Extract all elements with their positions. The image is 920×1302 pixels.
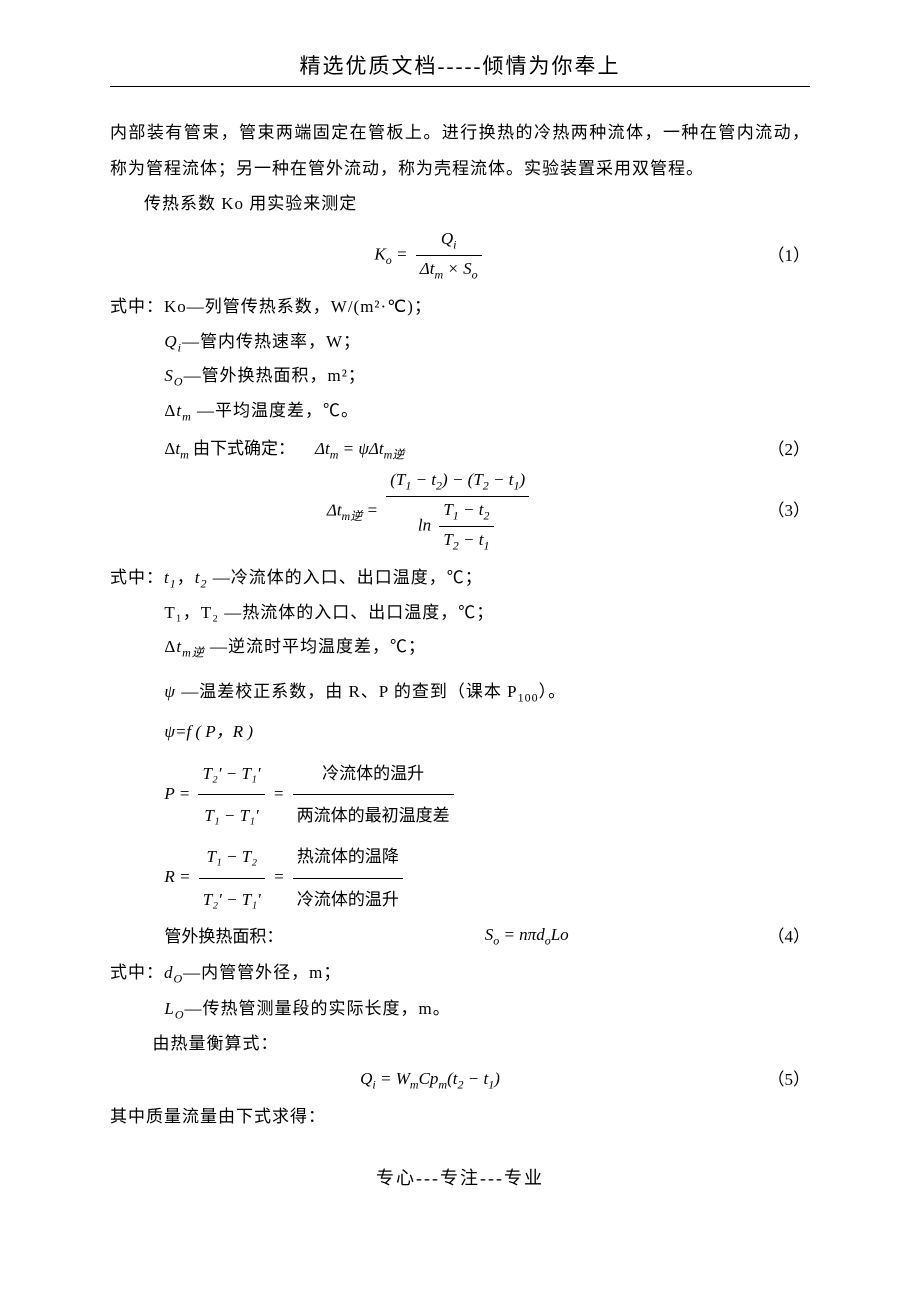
page-header: 精选优质文档-----倾情为你奉上 bbox=[110, 50, 810, 80]
def-dtmn-sub: m逆 bbox=[182, 646, 205, 660]
def-dtm-text: —平均温度差，℃。 bbox=[192, 401, 359, 420]
def-dtm-sub: m bbox=[182, 409, 192, 423]
def-t1t2: 式中：t1，t2 —冷流体的入口、出口温度，℃； bbox=[110, 560, 810, 597]
p-cn-num: 冷流体的温升 bbox=[293, 755, 454, 795]
def-so-sub: O bbox=[174, 375, 184, 389]
equation-3-body: Δtm逆 = (T1 − t2) − (T2 − t1) ln T1 − t2 … bbox=[110, 469, 750, 554]
p-cn-den: 两流体的最初温度差 bbox=[293, 795, 454, 834]
r-cn-den: 冷流体的温升 bbox=[293, 879, 403, 918]
def3-b: d bbox=[164, 963, 174, 982]
def3-a: 式中： bbox=[110, 963, 164, 982]
heat-balance-label: 由热量衡算式： bbox=[110, 1026, 810, 1062]
mass-flow-label: 其中质量流量由下式求得： bbox=[110, 1099, 810, 1135]
def-dtm: Δtm —平均温度差，℃。 bbox=[110, 394, 810, 428]
def-qi-sym: Q bbox=[164, 332, 177, 351]
def-ko: 式中：Ko—列管传热系数，W/(m²·℃)； bbox=[110, 289, 810, 325]
def3-c: O bbox=[174, 972, 184, 986]
equation-1: Ko = Qi Δtm × So （1） bbox=[110, 228, 810, 283]
equation-4-label: 管外换热面积： bbox=[110, 926, 303, 948]
header-rule bbox=[110, 86, 810, 87]
r-den: T₂′ − T₁′ bbox=[199, 879, 265, 918]
eq5-c: Cp bbox=[419, 1069, 439, 1088]
eq5-d: (t bbox=[447, 1069, 457, 1088]
def2-d: ， bbox=[177, 568, 195, 587]
equation-2: Δtm 由下式确定： Δt m = ψΔtm逆 （2） bbox=[110, 438, 810, 463]
eq5-s2: m bbox=[410, 1077, 419, 1091]
eq2-txt: 由下式确定： bbox=[189, 439, 295, 458]
equation-3-number: （3） bbox=[750, 500, 810, 522]
equation-2-number: （2） bbox=[750, 439, 810, 461]
def-so-sym: S bbox=[164, 366, 174, 385]
equation-1-number: （1） bbox=[750, 245, 810, 267]
eq2-body-sub2: m逆 bbox=[384, 447, 405, 461]
r-cn-num: 热流体的温降 bbox=[293, 838, 403, 878]
eq2-eq: = ψΔt bbox=[338, 439, 383, 458]
eq4-b2: = nπd bbox=[499, 925, 545, 944]
equation-4-number: （4） bbox=[750, 926, 810, 948]
equation-5-number: （5） bbox=[750, 1069, 810, 1091]
equation-5-body: Qi = WmCpm(t2 − t1) bbox=[110, 1068, 750, 1093]
def3-d: —内管管外径，m； bbox=[183, 963, 341, 982]
r-num: T₁ − T₂ bbox=[199, 838, 265, 878]
eq2-body-a: Δt bbox=[315, 439, 330, 458]
def-so: SO—管外换热面积，m²； bbox=[110, 359, 810, 393]
p-eq2: = bbox=[273, 783, 289, 802]
def-dtmn: Δtm逆 —逆流时平均温度差，℃； bbox=[110, 630, 810, 664]
paragraph-2: 传热系数 Ko 用实验来测定 bbox=[110, 186, 810, 222]
eq5-s3: m bbox=[438, 1077, 447, 1091]
def-dtmn-text: —逆流时平均温度差，℃； bbox=[205, 637, 426, 656]
def-lo-b: O bbox=[175, 1007, 185, 1021]
def-lo-a: L bbox=[164, 999, 174, 1018]
page-footer: 专心---专注---专业 bbox=[110, 1164, 810, 1190]
r-eq2: = bbox=[273, 867, 289, 886]
def-lo-text: —传热管测量段的实际长度，m。 bbox=[185, 999, 451, 1018]
equation-1-body: Ko = Qi Δtm × So bbox=[110, 228, 750, 283]
equation-2-body: Δtm = ψΔtm逆 bbox=[315, 438, 750, 463]
def2-a: 式中： bbox=[110, 568, 164, 587]
def-so-text: —管外换热面积，m²； bbox=[184, 366, 366, 385]
def2-c: 1 bbox=[170, 576, 177, 590]
def-dtmn-d: Δ bbox=[164, 637, 176, 656]
eq2-sub: m bbox=[180, 447, 189, 461]
p-equation: P = T₂′ − T₁′T₁ − T₁′ = 冷流体的温升两流体的最初温度差 bbox=[164, 755, 810, 835]
r-equation: R = T₁ − T₂T₂′ − T₁′ = 热流体的温降冷流体的温升 bbox=[164, 838, 810, 918]
paragraph-1: 内部装有管束，管束两端固定在管板上。进行换热的冷热两种流体，一种在管内流动，称为… bbox=[110, 115, 810, 186]
equation-2-label: Δtm 由下式确定： bbox=[110, 438, 315, 463]
eq5-f: ) bbox=[494, 1069, 500, 1088]
equation-3: Δtm逆 = (T1 − t2) − (T2 − t1) ln T1 − t2 … bbox=[110, 469, 810, 554]
eq4-s: S bbox=[485, 925, 494, 944]
def-psi: ψ —温差校正系数，由 R、P 的查到（课本 P100）。 bbox=[110, 675, 810, 709]
equation-5: Qi = WmCpm(t2 − t1) （5） bbox=[110, 1068, 810, 1093]
def-lo: LO—传热管测量段的实际长度，m。 bbox=[110, 992, 810, 1026]
def-dtm-d: Δ bbox=[164, 401, 176, 420]
def-qi-text: —管内传热速率，W； bbox=[182, 332, 361, 351]
def2-g: —冷流体的入口、出口温度，℃； bbox=[207, 568, 482, 587]
eq4-b3: Lo bbox=[551, 925, 569, 944]
p-lbl: P = bbox=[164, 783, 194, 802]
p-num: T₂′ − T₁′ bbox=[198, 755, 264, 795]
equation-4: 管外换热面积： So = nπdoLo （4） bbox=[110, 924, 810, 949]
def-qi: Qi—管内传热速率，W； bbox=[110, 325, 810, 359]
equation-4-body: So = nπdoLo bbox=[303, 924, 750, 949]
eq5-e: − t bbox=[463, 1069, 488, 1088]
p-den: T₁ − T₁′ bbox=[198, 795, 264, 834]
eq2-d: Δ bbox=[164, 439, 175, 458]
eq5-a: Q bbox=[360, 1069, 372, 1088]
def-do: 式中：dO—内管管外径，m； bbox=[110, 955, 810, 992]
psi-function: ψ=f ( P，R ) bbox=[164, 713, 810, 750]
def-T1T2: T₁，T₂ —热流体的入口、出口温度，℃； bbox=[110, 596, 810, 630]
r-lbl: R = bbox=[164, 867, 194, 886]
eq5-b: = W bbox=[376, 1069, 410, 1088]
